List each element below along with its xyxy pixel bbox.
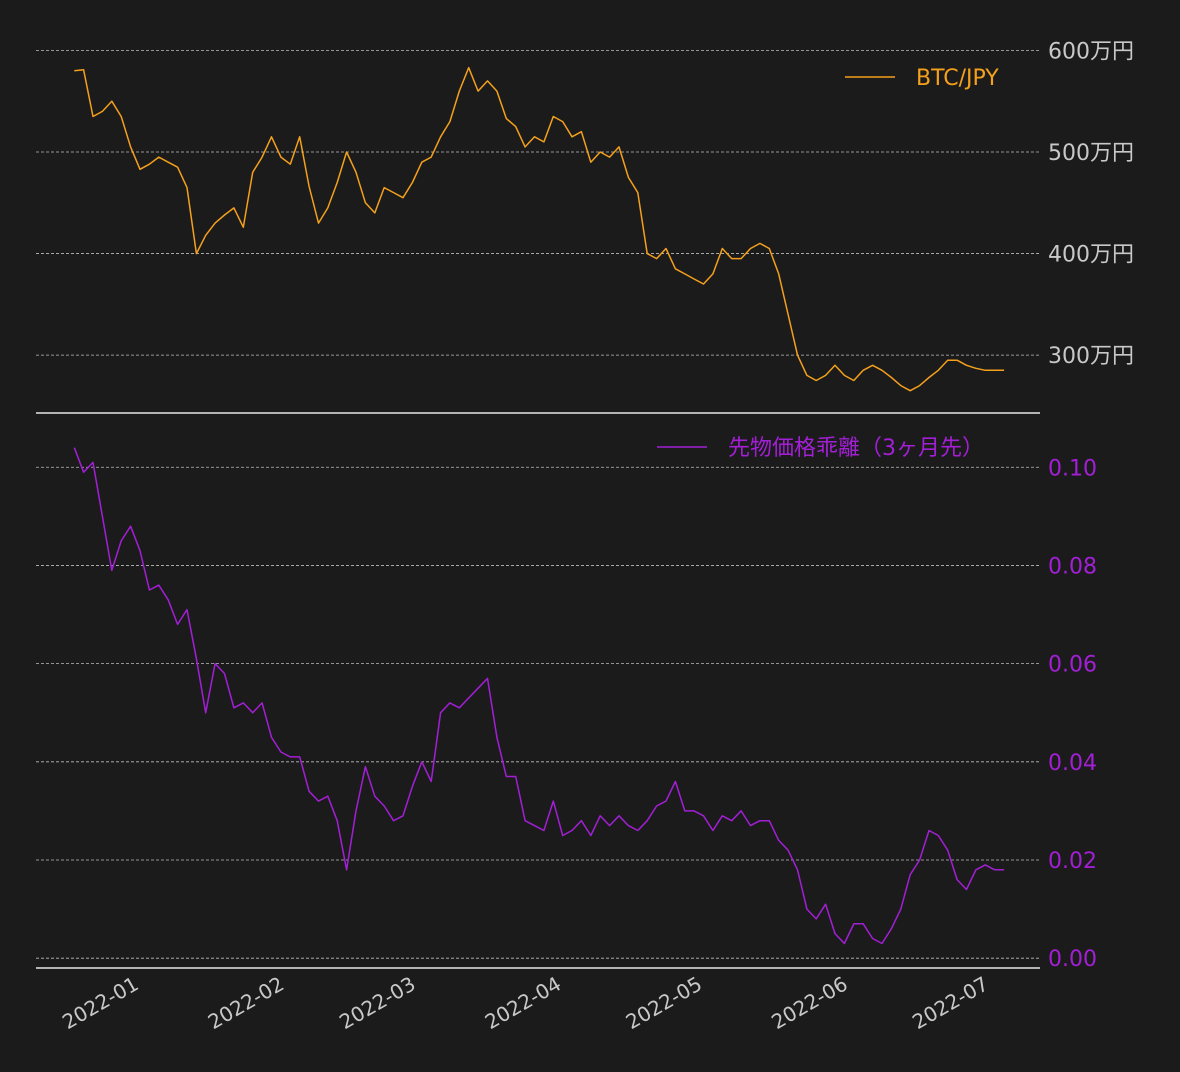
x-tick-label: 2022-01	[58, 972, 142, 1035]
price-y-tick-label: 500万円	[1048, 141, 1134, 166]
legend-label-btc-jpy: BTC/JPY	[916, 66, 999, 91]
date-axis: 2022-01 2022-02 2022-03 2022-04 2022-05 2022-…	[58, 972, 992, 1035]
basis-panel: 0.00 0.02 0.04 0.06 0.08 0.10	[36, 447, 1097, 972]
basis-y-tick-label: 0.00	[1048, 947, 1097, 972]
btc-jpy-panel: 300万円 400万円 500万円 600万円	[36, 39, 1134, 414]
x-tick-label: 2022-04	[481, 972, 565, 1035]
x-tick-label: 2022-07	[908, 972, 992, 1035]
basis-y-tick-label: 0.02	[1048, 849, 1097, 874]
basis-legend: 先物価格乖離（3ヶ月先）	[657, 436, 984, 461]
basis-y-tick-label: 0.08	[1048, 554, 1097, 579]
price-y-tick-label: 300万円	[1048, 344, 1134, 369]
basis-series-line	[73, 447, 1005, 945]
basis-y-tick-label: 0.10	[1048, 456, 1097, 481]
legend-label-basis: 先物価格乖離（3ヶ月先）	[728, 436, 984, 461]
price-y-tick-label: 600万円	[1048, 39, 1134, 64]
x-tick-label: 2022-06	[767, 972, 851, 1035]
x-tick-label: 2022-03	[335, 972, 419, 1035]
x-tick-label: 2022-05	[622, 972, 706, 1035]
basis-y-tick-label: 0.06	[1048, 653, 1097, 678]
x-tick-label: 2022-02	[204, 972, 288, 1035]
btc-jpy-legend: BTC/JPY	[845, 66, 999, 91]
price-y-tick-label: 400万円	[1048, 243, 1134, 268]
basis-y-tick-label: 0.04	[1048, 751, 1097, 776]
price-series-line	[74, 66, 1005, 392]
